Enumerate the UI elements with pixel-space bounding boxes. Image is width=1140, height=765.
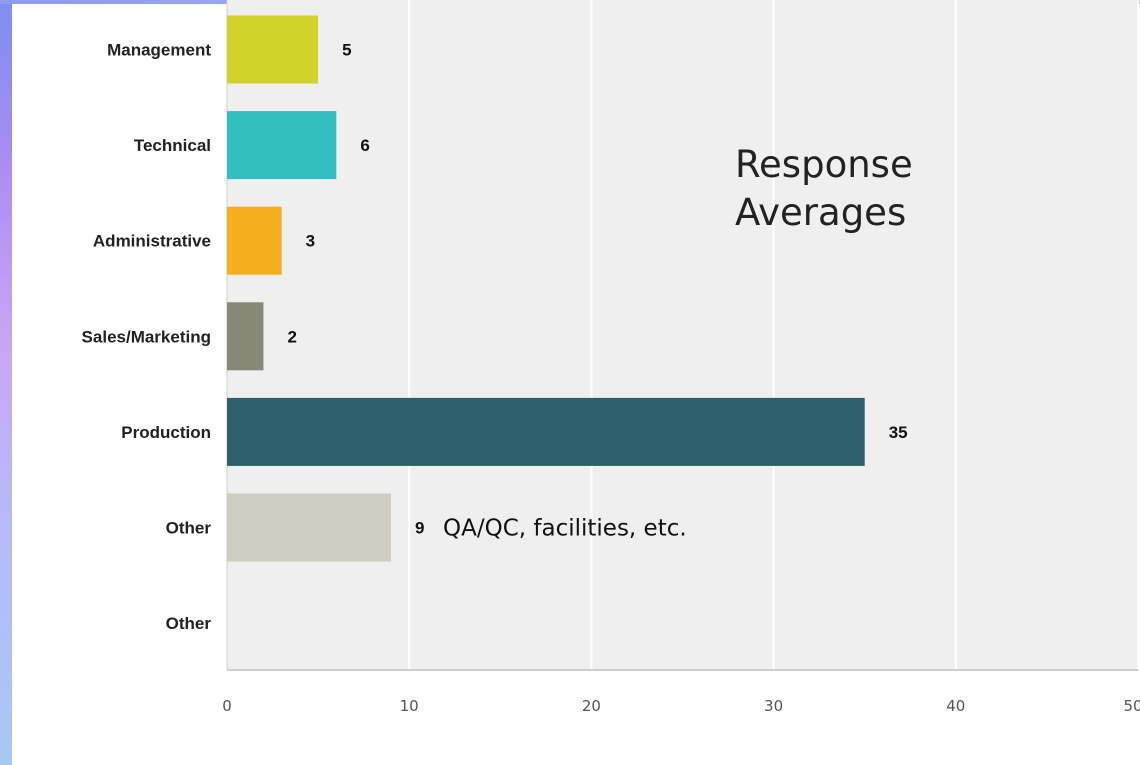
x-tick-label: 20: [582, 697, 601, 715]
x-tick-label: 40: [946, 697, 965, 715]
x-tick-label: 10: [400, 697, 419, 715]
bar: [227, 111, 337, 180]
bar: [227, 15, 319, 84]
value-label: 35: [889, 423, 908, 442]
value-label: 2: [287, 327, 296, 346]
annotation-text: QA/QC, facilities, etc.: [443, 516, 687, 542]
value-label: 6: [360, 136, 369, 155]
chart-title: Response Averages: [735, 143, 913, 234]
gridlines: [226, 0, 1139, 670]
x-tick-label: 50: [1123, 697, 1140, 715]
category-label: Technical: [134, 136, 211, 155]
bar: [227, 397, 865, 466]
slide-left-gradient-strip: [0, 0, 12, 765]
category-label: Production: [121, 423, 211, 442]
value-label: 3: [306, 232, 315, 251]
category-label: Sales/Marketing: [82, 327, 211, 346]
x-tick-labels: 0 10 20 30 40 50: [222, 697, 1140, 715]
category-label: Administrative: [93, 232, 211, 251]
category-label: Other: [166, 614, 212, 633]
x-tick-label: 0: [222, 697, 232, 715]
value-label: 5: [342, 41, 351, 60]
category-labels: Management Technical Administrative Sales/M…: [82, 41, 212, 634]
x-tick-label: 30: [764, 697, 783, 715]
plot-background: [227, 0, 1138, 670]
annotations: QA/QC, facilities, etc.: [443, 516, 687, 542]
bar: [227, 302, 264, 371]
bar: [227, 206, 282, 275]
category-label: Management: [107, 41, 211, 60]
category-label: Other: [166, 519, 212, 538]
bar: [227, 493, 391, 562]
bars: [227, 15, 865, 562]
value-label: 9: [415, 519, 424, 538]
value-labels: 5 6 3 2 35 9: [287, 41, 907, 538]
